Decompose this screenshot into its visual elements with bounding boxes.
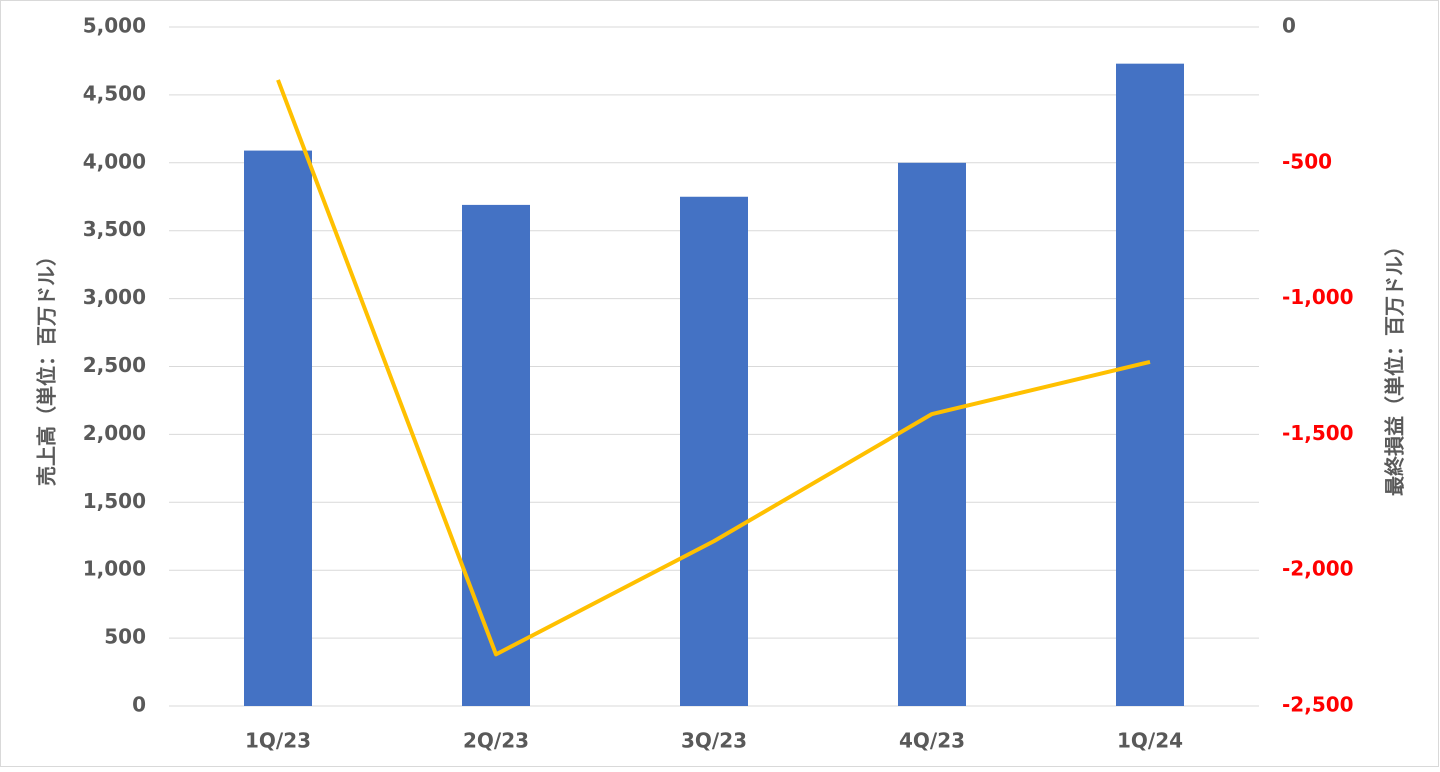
- y-tick-label: 3,500: [83, 217, 146, 241]
- bar: [462, 204, 530, 706]
- x-tick-label: 1Q/24: [1117, 729, 1183, 753]
- y-tick-label: 2,500: [83, 353, 146, 377]
- bar: [1116, 63, 1184, 706]
- y2-tick-label: 0: [1282, 14, 1296, 38]
- x-tick-label: 3Q/23: [681, 729, 747, 753]
- bar: [898, 162, 966, 707]
- x-tick-label: 4Q/23: [899, 729, 965, 753]
- y-axis-label: 売上高（単位：百万ドル）: [35, 246, 59, 486]
- y2-tick-label: -1,000: [1282, 285, 1354, 309]
- x-tick-label: 2Q/23: [463, 729, 529, 753]
- y-tick-label: 4,500: [83, 81, 146, 105]
- y-tick-label: 1,500: [83, 489, 146, 513]
- y2-axis-label: 最終損益（単位：百万ドル）: [1383, 236, 1407, 496]
- y2-tick-label: -1,500: [1282, 421, 1354, 445]
- y2-tick-label: -2,500: [1282, 693, 1354, 717]
- x-tick-label: 1Q/23: [245, 729, 311, 753]
- y-tick-label: 4,000: [83, 149, 146, 173]
- y-tick-label: 500: [104, 625, 146, 649]
- bar: [680, 196, 748, 706]
- y-tick-label: 3,000: [83, 285, 146, 309]
- y-tick-label: 0: [132, 693, 146, 717]
- y2-tick-label: -500: [1282, 149, 1332, 173]
- line: [276, 79, 1151, 657]
- y-tick-label: 1,000: [83, 557, 146, 581]
- bar: [244, 150, 312, 706]
- y2-tick-label: -2,000: [1282, 557, 1354, 581]
- y-tick-label: 5,000: [83, 14, 146, 38]
- y-tick-label: 2,000: [83, 421, 146, 445]
